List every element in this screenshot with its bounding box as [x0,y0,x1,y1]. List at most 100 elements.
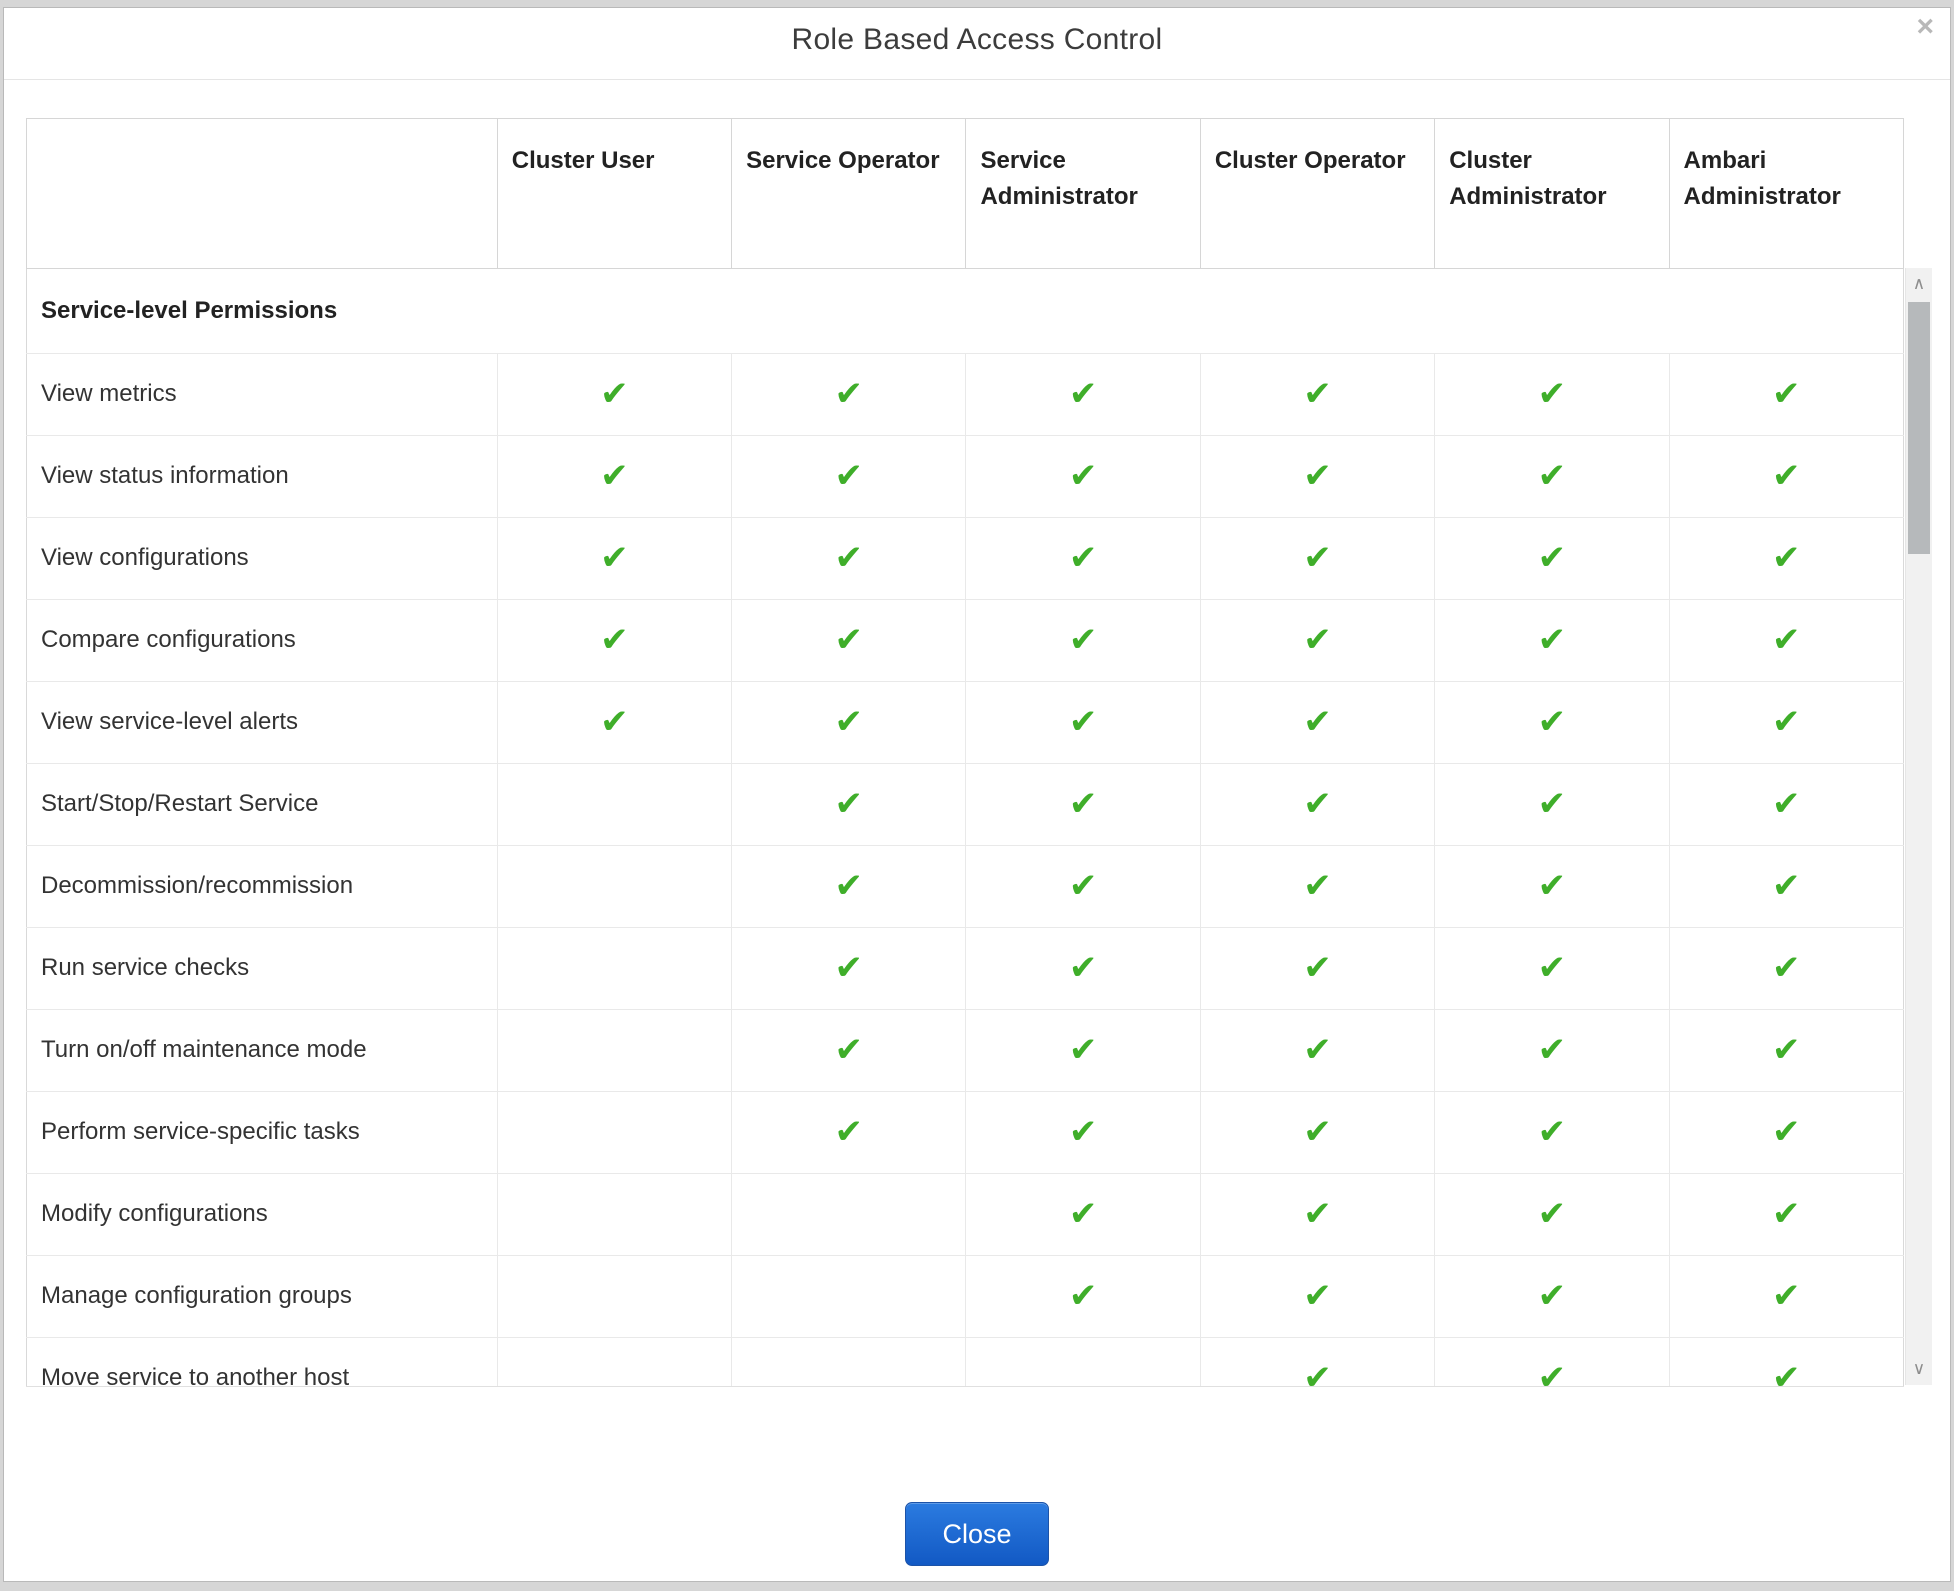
scroll-up-arrow-icon[interactable]: ∧ [1906,268,1932,300]
rbac-modal: Role Based Access Control × Cluster User… [3,7,1951,1582]
check-icon: ✔ [1772,1358,1801,1387]
check-icon: ✔ [1303,374,1332,413]
permission-granted-cell: ✔ [1199,353,1436,436]
permission-granted-cell: ✔ [1434,927,1670,1010]
check-icon: ✔ [1303,1030,1332,1069]
permission-granted-cell: ✔ [1668,681,1904,764]
close-icon[interactable]: × [1916,10,1934,43]
permission-label: View status information [26,435,498,518]
permission-label: Manage configuration groups [26,1255,498,1338]
check-icon: ✔ [834,374,864,413]
permission-granted-cell: ✔ [731,681,967,764]
section-row: Service-level Permissions [26,269,1904,354]
permission-granted-cell: ✔ [1199,1337,1436,1387]
header-cell-ambari-administrator: Ambari Administrator [1668,118,1905,269]
check-icon: ✔ [1537,538,1567,577]
permission-empty-cell [496,1173,733,1256]
permission-empty-cell [496,1337,733,1386]
permission-label: Compare configurations [26,599,498,682]
permission-granted-cell: ✔ [1434,1173,1670,1256]
header-cell-blank [26,118,498,269]
permission-granted-cell: ✔ [496,517,733,600]
check-icon: ✔ [1537,948,1567,987]
permission-granted-cell: ✔ [1668,1091,1904,1174]
permission-granted-cell: ✔ [1434,353,1670,436]
permission-granted-cell: ✔ [1434,845,1670,928]
check-icon: ✔ [1772,456,1801,495]
header-cell-service-administrator: Service Administrator [965,118,1201,269]
table-row: Turn on/off maintenance mode ✔ ✔ ✔ ✔ ✔ [26,1009,1904,1092]
permission-granted-cell: ✔ [496,599,733,682]
permission-granted-cell: ✔ [1434,1337,1670,1387]
permission-granted-cell: ✔ [1668,435,1904,518]
close-button[interactable]: Close [905,1502,1049,1566]
table-row: View metrics ✔ ✔ ✔ ✔ ✔ ✔ [26,353,1904,436]
check-icon: ✔ [1068,948,1098,987]
check-icon: ✔ [1303,1358,1332,1387]
permission-granted-cell: ✔ [731,517,967,600]
permission-granted-cell: ✔ [965,1255,1201,1338]
permission-granted-cell: ✔ [1668,1009,1904,1092]
table-row: Run service checks ✔ ✔ ✔ ✔ ✔ [26,927,1904,1010]
modal-title: Role Based Access Control [791,23,1163,56]
permission-label: Turn on/off maintenance mode [26,1009,498,1092]
permission-granted-cell: ✔ [965,927,1201,1010]
permission-granted-cell: ✔ [965,1009,1201,1092]
permission-granted-cell: ✔ [1434,599,1670,682]
permission-granted-cell: ✔ [731,927,967,1010]
permission-granted-cell: ✔ [1199,1255,1436,1338]
check-icon: ✔ [1772,538,1801,577]
table-row: Start/Stop/Restart Service ✔ ✔ ✔ ✔ ✔ [26,763,1904,846]
check-icon: ✔ [1068,1112,1098,1151]
permission-granted-cell: ✔ [1199,927,1436,1010]
permission-empty-cell [731,1255,967,1338]
check-icon: ✔ [1772,620,1801,659]
permission-granted-cell: ✔ [1668,1255,1904,1338]
permission-granted-cell: ✔ [1668,517,1904,600]
check-icon: ✔ [1537,1030,1567,1069]
check-icon: ✔ [1303,702,1332,741]
header-cell-service-operator: Service Operator [731,118,967,269]
check-icon: ✔ [1303,456,1332,495]
vertical-scrollbar[interactable]: ∧ ∨ [1905,268,1932,1385]
check-icon: ✔ [1537,1194,1567,1233]
permissions-table-body: Service-level Permissions View metrics ✔ ✔… [26,269,1904,1387]
permission-granted-cell: ✔ [1199,517,1436,600]
permission-granted-cell: ✔ [1668,763,1904,846]
permission-granted-cell: ✔ [731,599,967,682]
permissions-table: Cluster User Service Operator Service Admi… [26,118,1932,1387]
check-icon: ✔ [1537,866,1567,905]
check-icon: ✔ [834,1112,864,1151]
permission-granted-cell: ✔ [1199,845,1436,928]
permission-granted-cell: ✔ [731,353,967,436]
check-icon: ✔ [1537,1358,1567,1387]
check-icon: ✔ [1303,538,1332,577]
permission-label: Move service to another host [26,1337,498,1386]
check-icon: ✔ [834,948,864,987]
check-icon: ✔ [1772,784,1801,823]
permission-empty-cell [731,1337,967,1386]
check-icon: ✔ [834,538,864,577]
permissions-table-header: Cluster User Service Operator Service Admi… [26,118,1905,269]
check-icon: ✔ [1068,784,1098,823]
check-icon: ✔ [1772,1276,1801,1315]
table-row: View configurations ✔ ✔ ✔ ✔ ✔ ✔ [26,517,1904,600]
table-row: Move service to another host ✔ ✔ ✔ [26,1337,1904,1387]
permission-empty-cell [496,1091,733,1174]
scrollbar-thumb[interactable] [1908,302,1930,554]
section-header: Service-level Permissions [26,269,1904,354]
permission-label: View metrics [26,353,498,436]
check-icon: ✔ [834,620,864,659]
permission-granted-cell: ✔ [1434,1091,1670,1174]
permission-granted-cell: ✔ [731,845,967,928]
permission-empty-cell [496,1009,733,1092]
table-scroll-viewport[interactable]: Service-level Permissions View metrics ✔ ✔… [26,269,1904,1387]
permission-granted-cell: ✔ [1668,599,1904,682]
check-icon: ✔ [1068,538,1098,577]
scroll-down-arrow-icon[interactable]: ∨ [1906,1353,1932,1385]
permission-granted-cell: ✔ [1434,517,1670,600]
permission-empty-cell [496,1255,733,1338]
header-cell-cluster-user: Cluster User [496,118,733,269]
table-row: Manage configuration groups ✔ ✔ ✔ ✔ [26,1255,1904,1338]
permission-granted-cell: ✔ [1199,1173,1436,1256]
